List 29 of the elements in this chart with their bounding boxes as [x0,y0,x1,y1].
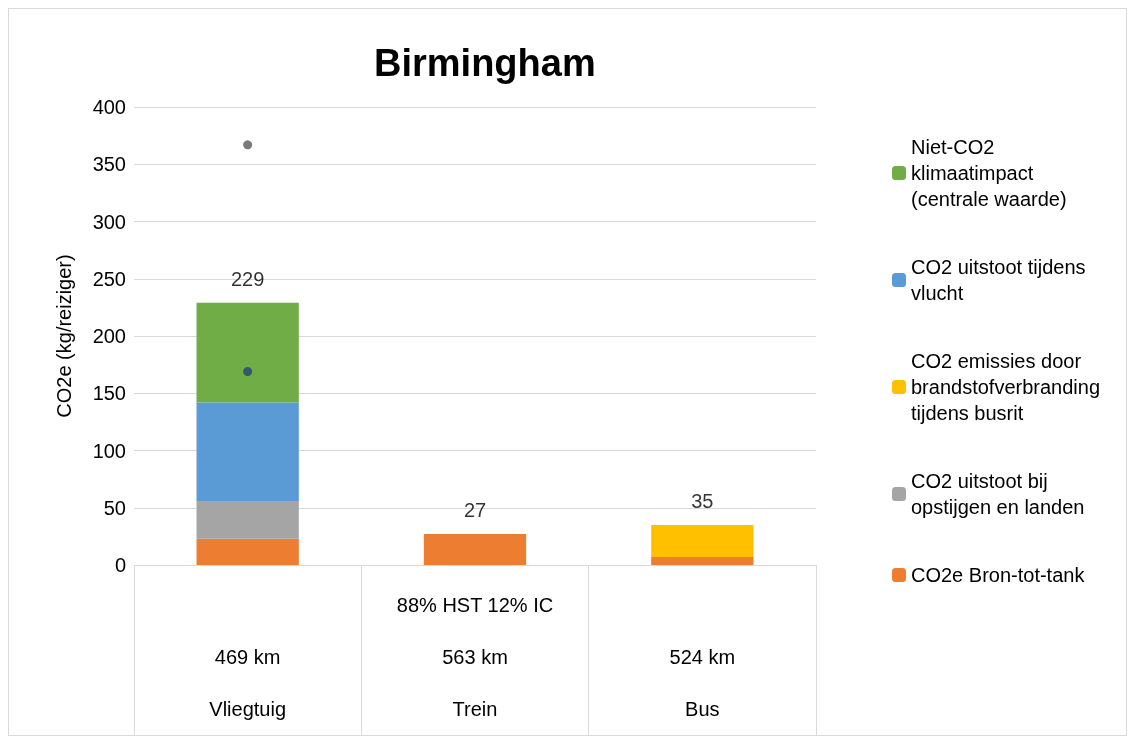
bar [651,524,754,557]
y-tick-label: 400 [92,96,126,118]
total-label: 27 [463,499,487,522]
category-label: 88% HST 12% IC 563 km Trein [396,594,554,720]
legend-label: CO2 emissies door brandstofverbranding tijdens busrit [911,350,1106,424]
y-axis-title: CO2e (kg/reiziger) [53,254,75,418]
bar [196,500,299,539]
y-tick-label: 250 [92,267,126,290]
bar [423,534,527,565]
y-tick-label: 350 [92,153,126,176]
y-tick-label: 150 [92,382,126,405]
bar [196,402,299,501]
bar [196,538,299,565]
y-tick-label: 50 [103,496,126,519]
chart-title: Birmingham [374,42,596,84]
legend-label: CO2 uitstoot tijdens vlucht [911,256,1092,304]
y-tick-label: 300 [92,210,126,233]
y-tick-label: 0 [114,554,126,576]
category-label: 524 km Bus [669,646,736,720]
total-label: 35 [691,489,714,512]
bar [651,556,754,565]
total-label: 229 [230,267,265,290]
y-tick-label: 100 [92,439,126,462]
legend-label: CO2e Bron-tot-tank [911,564,1086,586]
legend-label: Niet-CO2 klimaatimpact (centrale waarde) [911,136,1067,210]
legend-label: CO2 uitstoot bij opstijgen en landen [911,470,1085,518]
bar [196,302,299,403]
y-tick-label: 200 [92,325,126,347]
category-label: 469 km Vliegtuig [209,646,287,720]
